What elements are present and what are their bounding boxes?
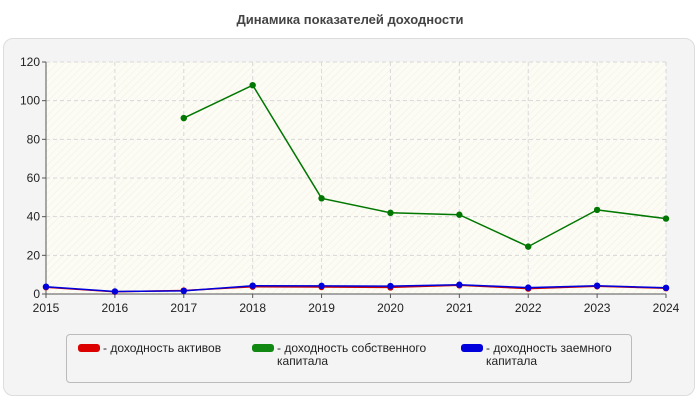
axes: 0 20 40 60 80 100 120 2015 2016 2017 2018 2019 2020 2… bbox=[20, 55, 680, 315]
y-tick-label: 100 bbox=[20, 94, 40, 108]
data-point bbox=[249, 82, 256, 89]
legend-label-assets: - доходность активов bbox=[103, 341, 222, 355]
data-point bbox=[387, 282, 394, 290]
series-2 bbox=[42, 281, 670, 295]
data-point bbox=[456, 281, 463, 288]
data-point bbox=[593, 282, 601, 289]
y-tick-label: 60 bbox=[27, 171, 41, 185]
legend-swatch-debt bbox=[461, 344, 483, 352]
x-tick-label: 2016 bbox=[102, 301, 129, 315]
series-line bbox=[45, 283, 667, 293]
data-point bbox=[525, 243, 532, 250]
y-tick-label: 80 bbox=[27, 132, 41, 146]
data-point bbox=[42, 283, 50, 290]
legend-swatch-assets bbox=[78, 344, 100, 352]
x-tick-label: 2024 bbox=[653, 301, 680, 315]
legend-label-debt: - доходность заемного капитала bbox=[486, 341, 612, 368]
data-point bbox=[662, 215, 670, 222]
data-point bbox=[593, 206, 601, 214]
y-tick-label: 120 bbox=[20, 55, 40, 69]
series bbox=[42, 82, 670, 295]
data-point bbox=[318, 195, 325, 202]
data-point bbox=[180, 114, 187, 122]
x-tick-label: 2018 bbox=[239, 301, 266, 315]
y-tick-label: 20 bbox=[27, 248, 41, 262]
gridlines bbox=[46, 61, 667, 294]
legend-item-assets: - доходность активов bbox=[78, 342, 221, 355]
series-line bbox=[183, 84, 667, 248]
y-tick-label: 40 bbox=[27, 210, 41, 224]
data-point bbox=[180, 287, 187, 295]
y-tick-label: 0 bbox=[33, 287, 40, 301]
legend-item-debt: - доходность заемного капитала bbox=[461, 342, 612, 368]
x-tick-label: 2021 bbox=[446, 301, 473, 315]
data-point bbox=[525, 284, 532, 291]
data-point bbox=[456, 211, 463, 218]
legend-label-equity: - доходность собственного капитала bbox=[277, 341, 427, 368]
x-tick-label: 2022 bbox=[515, 301, 542, 315]
data-point bbox=[249, 282, 256, 289]
data-point bbox=[111, 288, 119, 295]
x-tick-label: 2015 bbox=[33, 301, 60, 315]
x-tick-label: 2019 bbox=[308, 301, 335, 315]
data-point bbox=[318, 282, 325, 290]
x-tick-label: 2017 bbox=[170, 301, 197, 315]
legend: - доходность активов - доходность собств… bbox=[66, 334, 632, 383]
data-point bbox=[662, 284, 670, 292]
x-tick-label: 2023 bbox=[584, 301, 611, 315]
x-tick-label: 2020 bbox=[377, 301, 404, 315]
legend-item-equity: - доходность собственного капитала bbox=[252, 342, 426, 368]
legend-swatch-equity bbox=[252, 344, 274, 352]
chart-title: Динамика показателей доходности bbox=[236, 12, 464, 27]
data-point bbox=[387, 209, 394, 216]
series-1 bbox=[180, 82, 670, 250]
